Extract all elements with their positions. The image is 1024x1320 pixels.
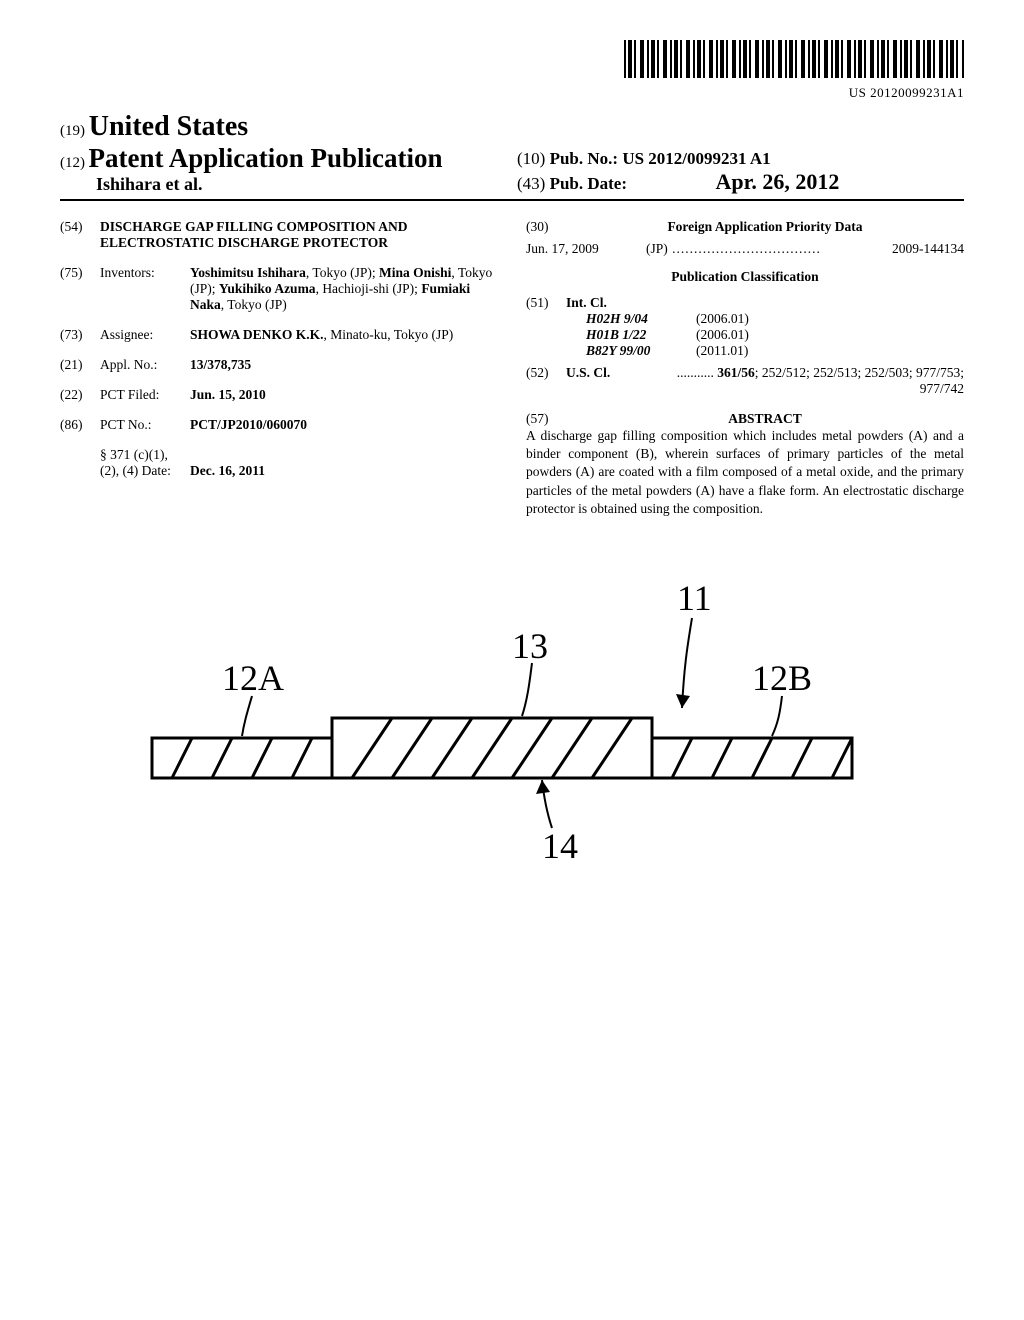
pct-no-value: PCT/JP2010/060070 bbox=[190, 417, 498, 433]
pub-date-label: Pub. Date: bbox=[550, 174, 627, 193]
header-row: (19) United States (12) Patent Applicati… bbox=[60, 111, 964, 201]
uscl-row: (52) U.S. Cl. ........... 361/56; 252/51… bbox=[526, 365, 964, 397]
classification-header: Publication Classification bbox=[526, 269, 964, 285]
patent-figure: 11 13 12A 12B 14 bbox=[60, 568, 964, 873]
assignee-code: (73) bbox=[60, 327, 100, 343]
inventors-code: (75) bbox=[60, 265, 100, 313]
intcl-list: H02H 9/04(2006.01) H01B 1/22(2006.01) B8… bbox=[526, 311, 964, 359]
fig-label-14: 14 bbox=[542, 826, 578, 866]
appl-no-label: Appl. No.: bbox=[100, 357, 190, 373]
country-line: (19) United States bbox=[60, 111, 507, 143]
assignee-field: (73) Assignee: SHOWA DENKO K.K., Minato-… bbox=[60, 327, 498, 343]
s371-label-line2: (2), (4) Date: bbox=[100, 463, 190, 479]
country-name: United States bbox=[89, 111, 248, 142]
left-column: (54) DISCHARGE GAP FILLING COMPOSITION A… bbox=[60, 219, 498, 518]
intcl-item: H02H 9/04(2006.01) bbox=[586, 311, 964, 327]
priority-number: 2009-144134 bbox=[892, 241, 964, 257]
assignee-label: Assignee: bbox=[100, 327, 190, 343]
priority-country-code: (JP) bbox=[646, 241, 668, 256]
pct-filed-code: (22) bbox=[60, 387, 100, 403]
intcl-yr: (2006.01) bbox=[696, 327, 749, 343]
pct-no-label: PCT No.: bbox=[100, 417, 190, 433]
s371-label-line1: § 371 (c)(1), bbox=[100, 447, 190, 463]
doc-code: (12) bbox=[60, 155, 85, 171]
s371-label: § 371 (c)(1), (2), (4) Date: bbox=[100, 447, 190, 479]
authors-line: Ishihara et al. bbox=[60, 174, 507, 195]
assignee-value: SHOWA DENKO K.K., Minato-ku, Tokyo (JP) bbox=[190, 327, 498, 343]
title-value: DISCHARGE GAP FILLING COMPOSITION AND EL… bbox=[100, 219, 498, 251]
intcl-label: Int. Cl. bbox=[566, 295, 621, 311]
pub-date-value: Apr. 26, 2012 bbox=[716, 169, 840, 194]
title-code: (54) bbox=[60, 219, 100, 251]
intcl-sym: H01B 1/22 bbox=[586, 327, 696, 343]
right-column: (30) Foreign Application Priority Data J… bbox=[526, 219, 964, 518]
intcl-row: (51) Int. Cl. bbox=[526, 295, 964, 311]
intcl-code: (51) bbox=[526, 295, 566, 311]
pct-no-field: (86) PCT No.: PCT/JP2010/060070 bbox=[60, 417, 498, 433]
priority-header: Foreign Application Priority Data bbox=[566, 219, 964, 235]
pub-no-value: US 2012/0099231 A1 bbox=[622, 149, 770, 168]
uscl-code: (52) bbox=[526, 365, 566, 397]
barcode-region: US 20120099231A1 bbox=[60, 40, 964, 101]
fig-label-12a: 12A bbox=[222, 658, 284, 698]
intcl-item: H01B 1/22(2006.01) bbox=[586, 327, 964, 343]
inventors-value: Yoshimitsu Ishihara, Tokyo (JP); Mina On… bbox=[190, 265, 498, 313]
uscl-values: ........... 361/56; 252/512; 252/513; 25… bbox=[636, 365, 964, 397]
intcl-yr: (2011.01) bbox=[696, 343, 748, 359]
fig-label-12b: 12B bbox=[752, 658, 812, 698]
inventors-field: (75) Inventors: Yoshimitsu Ishihara, Tok… bbox=[60, 265, 498, 313]
header-right: (10) Pub. No.: US 2012/0099231 A1 (43) P… bbox=[507, 149, 964, 195]
priority-country: (JP) bbox=[646, 241, 892, 257]
title-field: (54) DISCHARGE GAP FILLING COMPOSITION A… bbox=[60, 219, 498, 251]
pct-filed-value: Jun. 15, 2010 bbox=[190, 387, 498, 403]
uscl-first: 361/56 bbox=[717, 365, 755, 380]
intcl-sym: B82Y 99/00 bbox=[586, 343, 696, 359]
pub-date-code: (43) bbox=[517, 174, 545, 193]
pub-date-line: (43) Pub. Date: Apr. 26, 2012 bbox=[517, 169, 964, 195]
priority-line: Jun. 17, 2009 (JP) 2009-144134 bbox=[526, 241, 964, 257]
intcl-item: B82Y 99/00(2011.01) bbox=[586, 343, 964, 359]
uscl-rest: ; 252/512; 252/513; 252/503; 977/753; 97… bbox=[755, 365, 964, 396]
pct-filed-label: PCT Filed: bbox=[100, 387, 190, 403]
priority-code: (30) bbox=[526, 219, 566, 235]
appl-no-field: (21) Appl. No.: 13/378,735 bbox=[60, 357, 498, 373]
priority-header-field: (30) Foreign Application Priority Data bbox=[526, 219, 964, 235]
pub-no-label: Pub. No.: bbox=[550, 149, 618, 168]
appl-no-value: 13/378,735 bbox=[190, 357, 498, 373]
pub-no-line: (10) Pub. No.: US 2012/0099231 A1 bbox=[517, 149, 964, 169]
pct-no-code: (86) bbox=[60, 417, 100, 433]
fig-label-13: 13 bbox=[512, 626, 548, 666]
country-code: (19) bbox=[60, 123, 85, 139]
intcl-yr: (2006.01) bbox=[696, 311, 749, 327]
doc-type-line: (12) Patent Application Publication bbox=[60, 143, 507, 174]
barcode-text: US 20120099231A1 bbox=[60, 85, 964, 101]
appl-no-code: (21) bbox=[60, 357, 100, 373]
figure-svg: 11 13 12A 12B 14 bbox=[132, 568, 892, 868]
bibliographic-columns: (54) DISCHARGE GAP FILLING COMPOSITION A… bbox=[60, 219, 964, 518]
s371-value: Dec. 16, 2011 bbox=[190, 463, 498, 479]
dots-leader bbox=[668, 241, 821, 256]
abstract-code: (57) bbox=[526, 411, 566, 427]
header-left: (19) United States (12) Patent Applicati… bbox=[60, 111, 507, 195]
uscl-label: U.S. Cl. bbox=[566, 365, 636, 397]
doc-type: Patent Application Publication bbox=[89, 143, 443, 173]
fig-label-11: 11 bbox=[677, 578, 712, 618]
abstract-text: A discharge gap filling composition whic… bbox=[526, 427, 964, 518]
s371-code bbox=[60, 447, 100, 479]
intcl-sym: H02H 9/04 bbox=[586, 311, 696, 327]
s371-field: § 371 (c)(1), (2), (4) Date: Dec. 16, 20… bbox=[60, 447, 498, 479]
barcode bbox=[624, 40, 964, 78]
inventors-label: Inventors: bbox=[100, 265, 190, 313]
abstract-header-row: (57) ABSTRACT bbox=[526, 411, 964, 427]
abstract-header: ABSTRACT bbox=[566, 411, 964, 427]
pct-filed-field: (22) PCT Filed: Jun. 15, 2010 bbox=[60, 387, 498, 403]
pub-no-code: (10) bbox=[517, 149, 545, 168]
priority-date: Jun. 17, 2009 bbox=[526, 241, 646, 257]
